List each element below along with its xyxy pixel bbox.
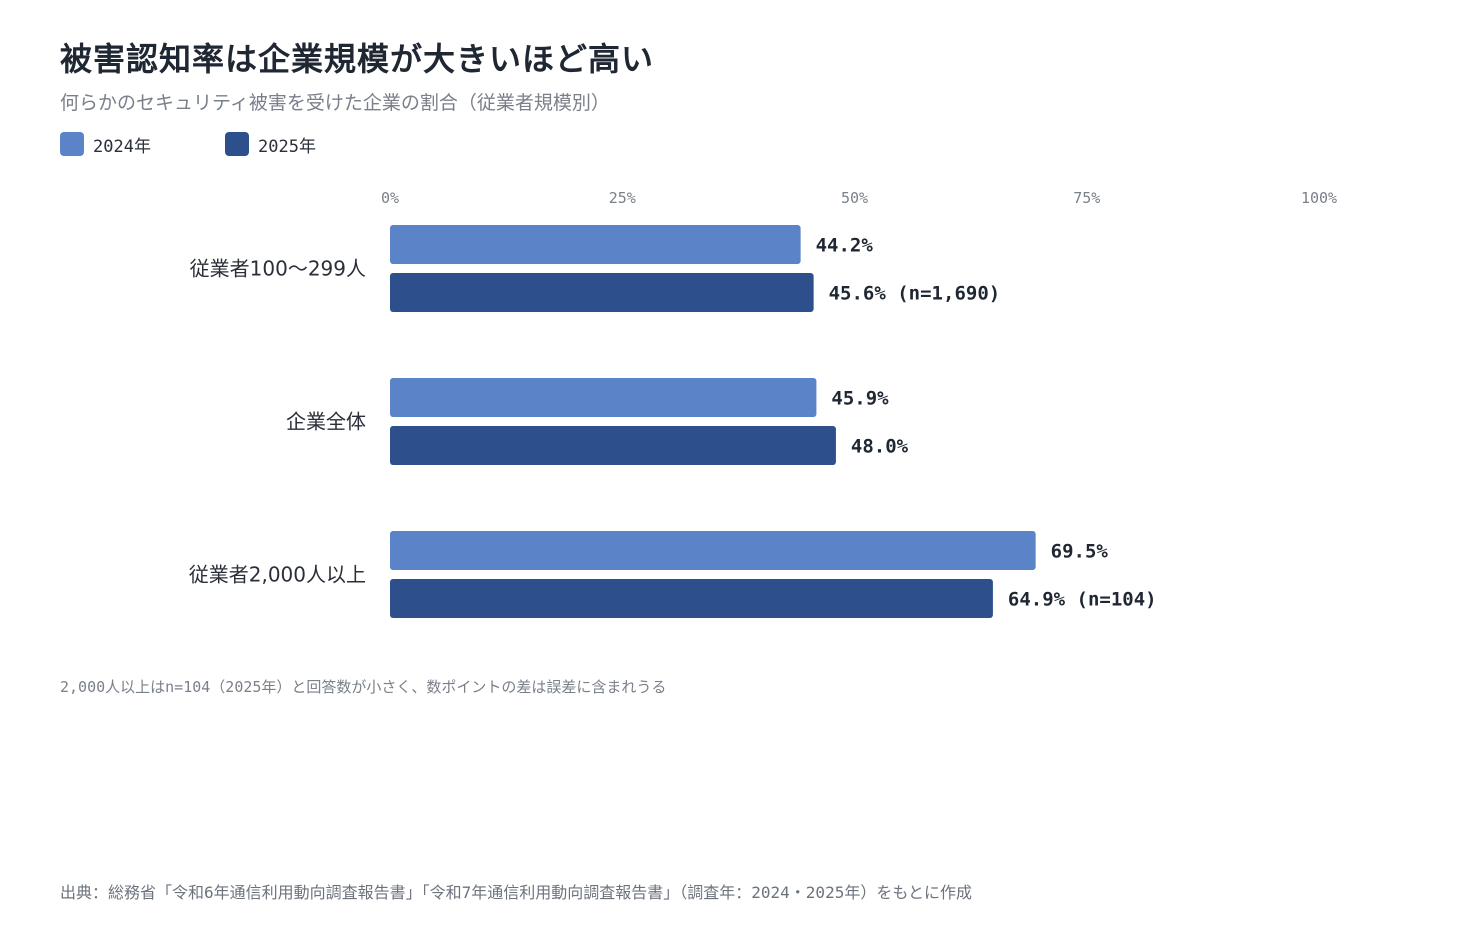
bar (390, 273, 814, 312)
legend-item-2025: 2025年 (225, 131, 316, 157)
legend-label-2024: 2024年 (93, 136, 151, 157)
bar (390, 531, 1036, 570)
footnote: 2,000人以上はn=104（2025年）と回答数が小さく、数ポイントの差は誤差… (60, 678, 667, 696)
x-tick-label: 75% (1073, 189, 1100, 207)
bar (390, 378, 817, 417)
legend-label-2025: 2025年 (258, 136, 316, 157)
chart-subtitle: 何らかのセキュリティ被害を受けた企業の割合（従業者規模別） (60, 92, 610, 114)
x-tick-label: 0% (381, 189, 399, 207)
category-label: 企業全体 (286, 410, 366, 434)
legend-swatch-2024 (60, 132, 84, 156)
category-label: 従業者2,000人以上 (189, 563, 366, 587)
category-label: 従業者100〜299人 (190, 257, 366, 281)
bar-chart: 0% 25% 50% 75% 100% 従業者100〜299人 44.2% 45.6% (n=… (189, 189, 1337, 618)
legend-item-2024: 2024年 (60, 131, 151, 157)
chart-title: 被害認知率は企業規模が大きいほど高い (60, 40, 655, 78)
x-tick-label: 50% (841, 189, 868, 207)
bar (390, 579, 993, 618)
x-tick-label: 100% (1301, 189, 1337, 207)
x-tick-label: 25% (609, 189, 636, 207)
data-label: 48.0% (851, 436, 909, 458)
bar (390, 225, 801, 264)
data-label: 69.5% (1051, 541, 1109, 563)
data-label: 45.9% (831, 388, 889, 410)
data-label: 44.2% (816, 235, 874, 257)
bar (390, 426, 836, 465)
data-label: 45.6% (n=1,690) (829, 283, 1001, 305)
source-note: 出典：総務省「令和6年通信利用動向調査報告書」「令和7年通信利用動向調査報告書」… (60, 883, 973, 902)
legend-swatch-2025 (225, 132, 249, 156)
data-label: 64.9% (n=104) (1008, 589, 1157, 611)
